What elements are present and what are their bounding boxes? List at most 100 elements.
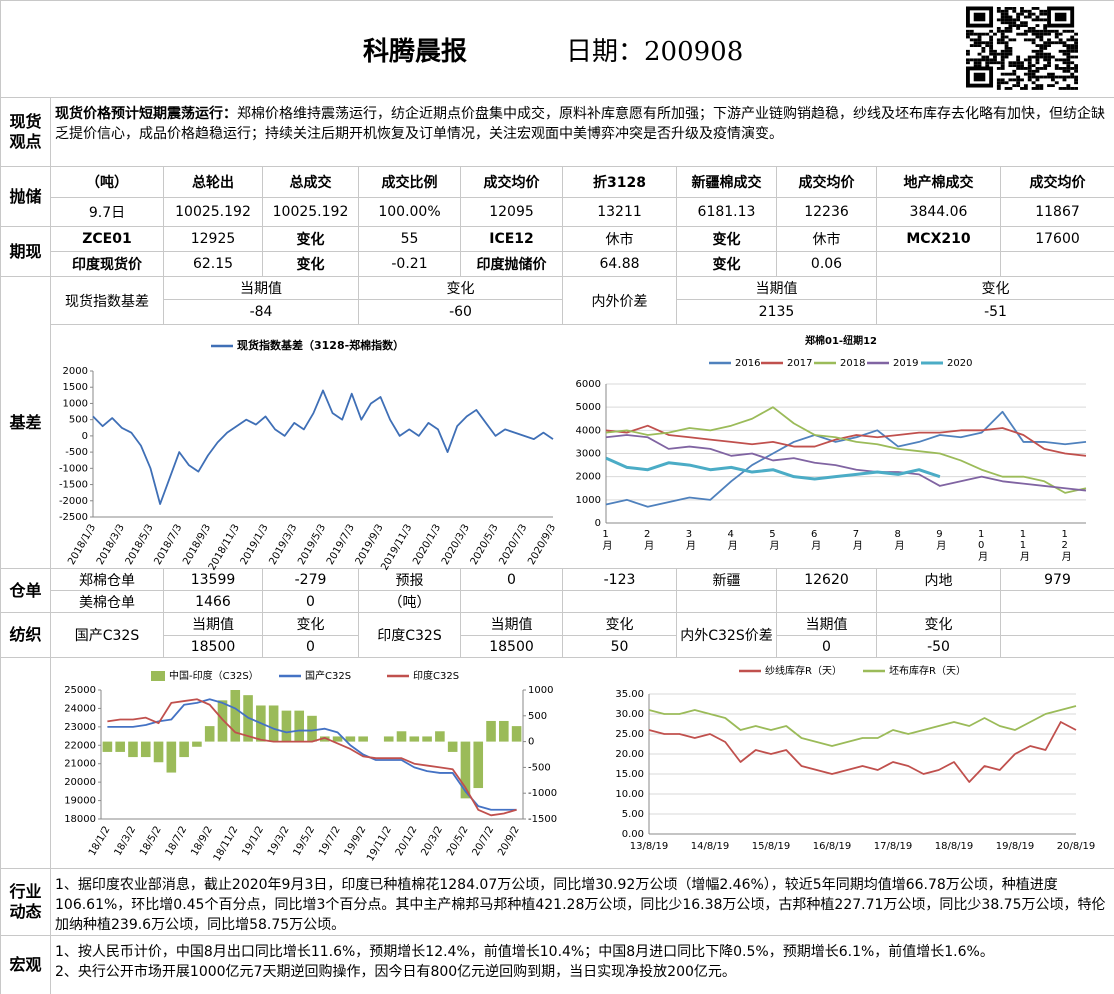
table-cell bbox=[1001, 591, 1114, 613]
table-cell bbox=[1001, 636, 1114, 658]
column-header: 当期值 bbox=[777, 613, 877, 636]
chart-area bbox=[51, 325, 1114, 569]
table-cell: 休市 bbox=[563, 227, 677, 252]
table-cell: 休市 bbox=[777, 227, 877, 252]
column-header: 变化 bbox=[877, 613, 1001, 636]
item-name: 现货指数基差 bbox=[51, 277, 164, 325]
table-cell: -279 bbox=[263, 569, 359, 591]
item-name: 印度C32S bbox=[359, 613, 461, 658]
report-title: 科腾晨报 bbox=[363, 37, 468, 67]
item-name: 国产C32S bbox=[51, 613, 164, 658]
column-header: 地产棉成交 bbox=[877, 167, 1001, 198]
table-cell bbox=[563, 591, 677, 613]
table-cell: 13211 bbox=[563, 198, 677, 227]
industry-body: 1、据印度农业部消息，截止2020年9月3日，印度已种植棉花1284.07万公顷… bbox=[55, 877, 1106, 933]
table-cell: （吨） bbox=[359, 591, 461, 613]
table-cell: 12925 bbox=[164, 227, 263, 252]
column-header: 当期值 bbox=[164, 613, 263, 636]
column-header: 变化 bbox=[877, 277, 1114, 300]
table-cell: 3844.06 bbox=[877, 198, 1001, 227]
column-header: 成交均价 bbox=[777, 167, 877, 198]
table-cell: 6181.13 bbox=[677, 198, 777, 227]
table-cell: 印度现货价 bbox=[51, 252, 164, 277]
table-cell: 变化 bbox=[677, 252, 777, 277]
table-cell bbox=[1001, 252, 1114, 277]
macro-text: 1、按人民币计价，中国8月出口同比增长11.6%，预期增长12.4%，前值增长1… bbox=[51, 936, 1114, 994]
column-header: 当期值 bbox=[164, 277, 359, 300]
table-cell: 12236 bbox=[777, 198, 877, 227]
table-cell: 979 bbox=[1001, 569, 1114, 591]
table-cell: ICE12 bbox=[461, 227, 563, 252]
table-cell: 新疆 bbox=[677, 569, 777, 591]
table-cell: MCX210 bbox=[877, 227, 1001, 252]
column-header: 变化 bbox=[563, 613, 677, 636]
table-cell: 18500 bbox=[164, 636, 263, 658]
column-header: 成交均价 bbox=[1001, 167, 1114, 198]
table-cell: ZCE01 bbox=[51, 227, 164, 252]
column-header: 总成交 bbox=[263, 167, 359, 198]
row-label: 抛储 bbox=[1, 167, 51, 227]
table-cell: 9.7日 bbox=[51, 198, 164, 227]
table-cell: -51 bbox=[877, 300, 1114, 325]
table-cell: 内地 bbox=[877, 569, 1001, 591]
column-header: 变化 bbox=[263, 613, 359, 636]
column-header: 总轮出 bbox=[164, 167, 263, 198]
column-header: 当期值 bbox=[677, 277, 877, 300]
row-label: 现货观点 bbox=[1, 98, 51, 167]
spot-view-body: 郑棉价格维持震荡运行，纺企近期点价盘集中成交，原料补库意愿有所加强；下游产业链购… bbox=[55, 106, 1105, 142]
table-cell bbox=[1001, 613, 1114, 636]
table-cell: 印度抛储价 bbox=[461, 252, 563, 277]
table-cell: 55 bbox=[359, 227, 461, 252]
column-header: 新疆棉成交 bbox=[677, 167, 777, 198]
column-header: 成交比例 bbox=[359, 167, 461, 198]
table-cell: -50 bbox=[877, 636, 1001, 658]
chart-area bbox=[51, 658, 1114, 869]
table-cell: 0 bbox=[777, 636, 877, 658]
table-cell: -0.21 bbox=[359, 252, 461, 277]
table-cell: 0 bbox=[263, 636, 359, 658]
table-cell: 美棉仓单 bbox=[51, 591, 164, 613]
table-cell: 0.06 bbox=[777, 252, 877, 277]
table-cell bbox=[877, 252, 1001, 277]
table-cell bbox=[461, 591, 563, 613]
table-cell bbox=[877, 591, 1001, 613]
column-header: 成交均价 bbox=[461, 167, 563, 198]
row-label: 纺织 bbox=[1, 613, 51, 658]
table-cell: 13599 bbox=[164, 569, 263, 591]
row-label: 基差 bbox=[1, 277, 51, 569]
table-cell: -60 bbox=[359, 300, 563, 325]
table-cell: 50 bbox=[563, 636, 677, 658]
table-cell: 郑棉仓单 bbox=[51, 569, 164, 591]
spot-view-text: 现货价格预计短期震荡运行：郑棉价格维持震荡运行，纺企近期点价盘集中成交，原料补库… bbox=[51, 98, 1114, 167]
column-header: 当期值 bbox=[461, 613, 563, 636]
table-cell: 12095 bbox=[461, 198, 563, 227]
table-cell: 变化 bbox=[677, 227, 777, 252]
table-cell: 1466 bbox=[164, 591, 263, 613]
table-cell: -123 bbox=[563, 569, 677, 591]
item-name: 内外C32S价差 bbox=[677, 613, 777, 658]
table-cell: 变化 bbox=[263, 227, 359, 252]
column-header: （吨） bbox=[51, 167, 164, 198]
table-cell: 预报 bbox=[359, 569, 461, 591]
table-cell bbox=[777, 591, 877, 613]
spot-view-lead: 现货价格预计短期震荡运行： bbox=[55, 106, 237, 122]
table-cell: 0 bbox=[263, 591, 359, 613]
table-cell: 100.00% bbox=[359, 198, 461, 227]
report-date: 日期：200908 bbox=[566, 37, 744, 67]
table-cell: 12620 bbox=[777, 569, 877, 591]
table-cell: 18500 bbox=[461, 636, 563, 658]
table-cell: 62.15 bbox=[164, 252, 263, 277]
row-label: 仓单 bbox=[1, 569, 51, 613]
table-cell: 10025.192 bbox=[164, 198, 263, 227]
column-header: 变化 bbox=[359, 277, 563, 300]
header: 科腾晨报 日期：200908 bbox=[1, 1, 1114, 98]
macro-line: 1、按人民币计价，中国8月出口同比增长11.6%，预期增长12.4%，前值增长1… bbox=[55, 944, 994, 960]
table-cell: 17600 bbox=[1001, 227, 1114, 252]
table-cell: 2135 bbox=[677, 300, 877, 325]
item-name: 内外价差 bbox=[563, 277, 677, 325]
row-label: 期现 bbox=[1, 227, 51, 277]
row-label: 行业动态 bbox=[1, 869, 51, 936]
column-header: 折3128 bbox=[563, 167, 677, 198]
row-label: 宏观 bbox=[1, 936, 51, 994]
